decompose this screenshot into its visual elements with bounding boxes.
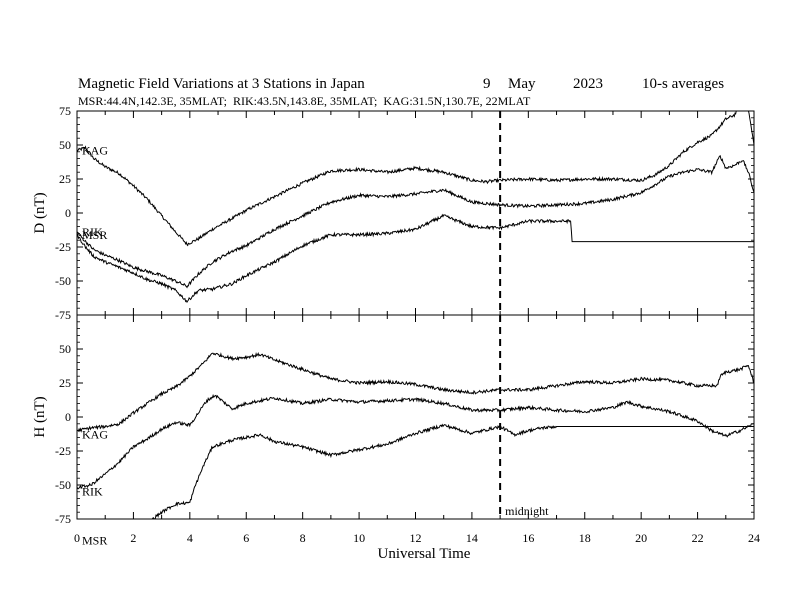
y-tick-label: -75: [55, 512, 71, 526]
series-label-rik: RIK: [82, 485, 103, 499]
y-axis-label: H (nT): [32, 396, 48, 437]
y-tick-label: -50: [55, 478, 71, 492]
y-tick-label: 0: [65, 206, 71, 220]
x-tick-label: 8: [300, 531, 306, 545]
date-year: 2023: [573, 76, 603, 92]
series-kag-d: [77, 111, 754, 247]
series-label-kag: KAG: [82, 428, 108, 442]
averaging-label: 10-s averages: [642, 76, 724, 92]
panel-frame: [76, 110, 755, 316]
series-label-rik: RIK: [82, 225, 103, 239]
y-tick-label: -25: [55, 444, 71, 458]
y-tick-label: 25: [59, 376, 71, 390]
date-month: May: [508, 76, 536, 92]
x-tick-label: 12: [410, 531, 422, 545]
x-tick-label: 24: [748, 531, 760, 545]
date-day: 9: [483, 76, 491, 92]
x-tick-label: 6: [243, 531, 249, 545]
panel-frame: [76, 314, 755, 520]
y-tick-label: 50: [59, 342, 71, 356]
stations-line: MSR:44.4N,142.3E, 35MLAT; RIK:43.5N,143.…: [78, 94, 531, 108]
y-tick-label: 0: [65, 410, 71, 424]
x-tick-label: 4: [187, 531, 193, 545]
panel-h: 50 25 0 -25 -50 -75 H (nT) KAG RIK MSR: [32, 314, 755, 548]
y-tick-label: 50: [59, 138, 71, 152]
y-axis-label: D (nT): [32, 192, 48, 233]
series-label-msr: MSR: [82, 534, 107, 548]
midnight-label: midnight: [505, 504, 549, 518]
x-tick-label: 20: [635, 531, 647, 545]
x-axis-title: Universal Time: [378, 546, 471, 562]
chart-title: Magnetic Field Variations at 3 Stations …: [78, 76, 365, 92]
series-label-kag: KAG: [82, 143, 108, 157]
x-tick-label: 0: [74, 531, 80, 545]
series-rik-d: [77, 155, 754, 289]
x-tick-label: 16: [522, 531, 534, 545]
y-tick-label: -75: [55, 308, 71, 322]
x-tick-label: 22: [692, 531, 704, 545]
x-tick-label: 14: [466, 531, 478, 545]
x-tick-label: 10: [353, 531, 365, 545]
series-kag-h: [77, 352, 754, 433]
series-msr-d: [77, 213, 754, 304]
x-axis: 0 2 4 6 8 10 12 14 16 18 20 22 24: [74, 531, 760, 545]
y-tick-label: 75: [59, 104, 71, 118]
series-label-msr: MSR: [82, 228, 107, 242]
y-tick-label: 25: [59, 172, 71, 186]
y-tick-label: -25: [55, 240, 71, 254]
x-tick-label: 18: [579, 531, 591, 545]
series-msr-h: [150, 423, 754, 519]
y-tick-label: -50: [55, 274, 71, 288]
x-tick-label: 2: [130, 531, 136, 545]
series-rik-h: [77, 393, 754, 490]
